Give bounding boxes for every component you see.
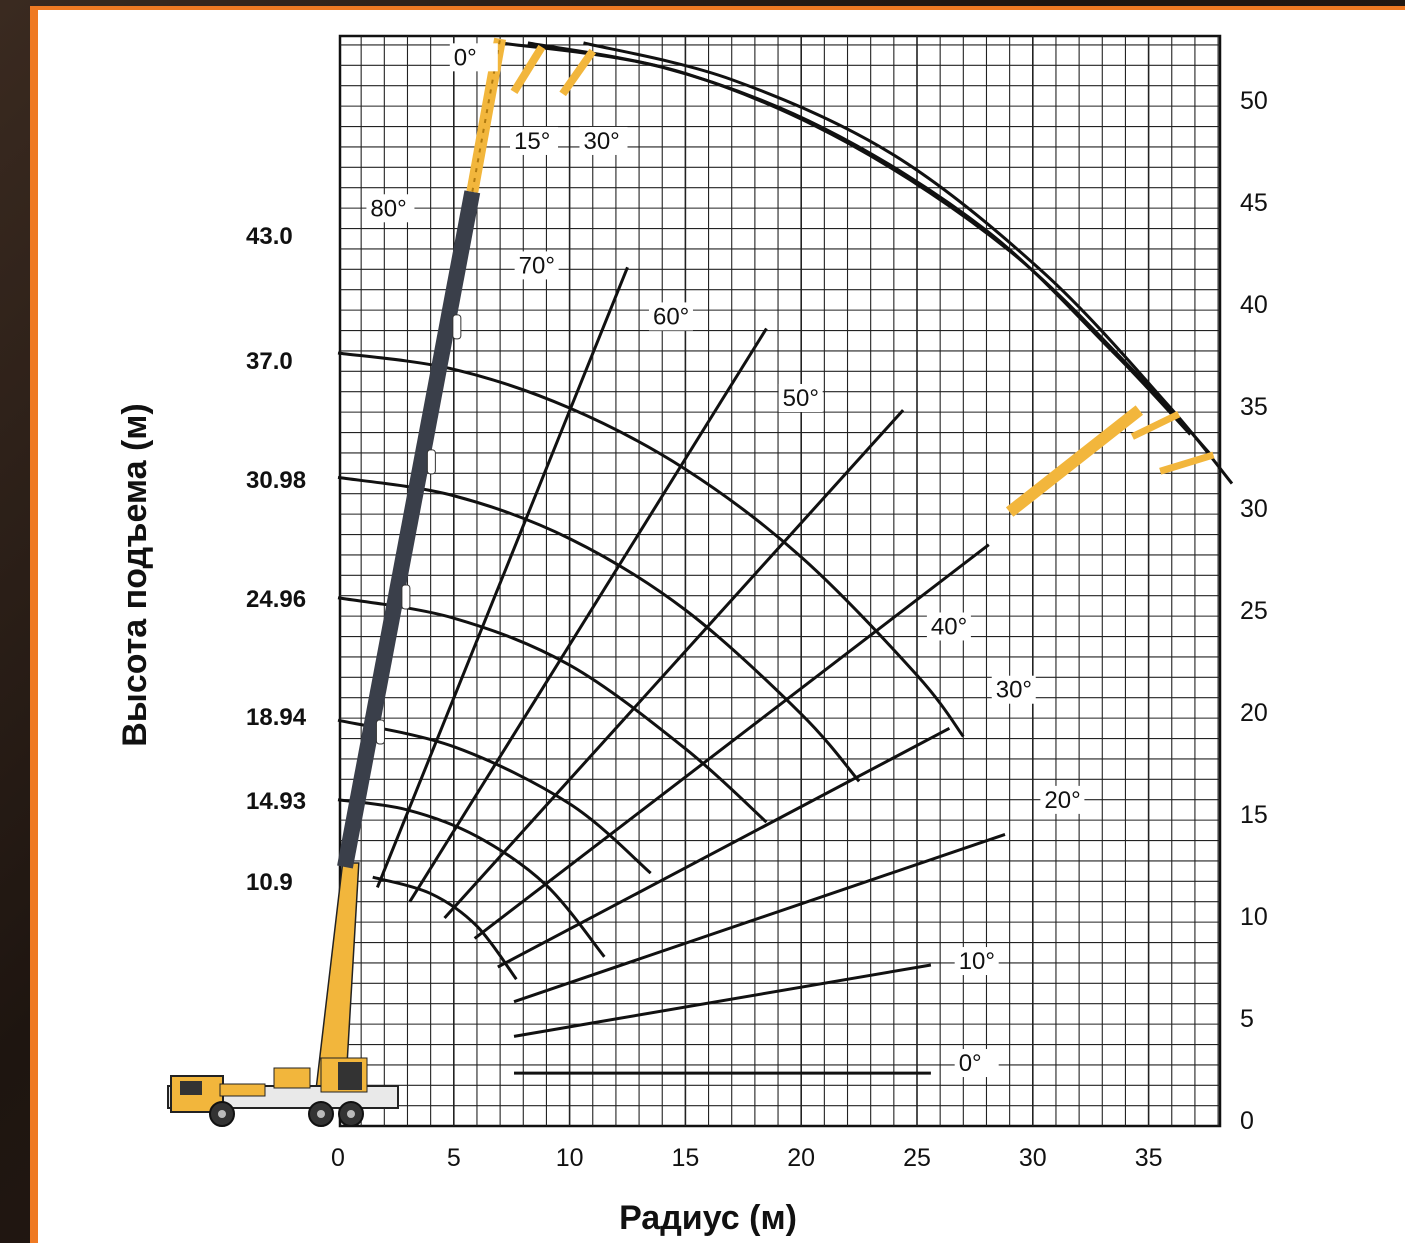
truck-body <box>219 1083 266 1097</box>
angle-ray <box>473 543 990 940</box>
jib-15-stub <box>510 44 546 94</box>
boom-pulley <box>375 719 385 745</box>
far-jib-0 <box>1005 405 1144 517</box>
angle-label-bg <box>926 612 971 641</box>
height-curves <box>337 351 965 981</box>
height-curve <box>337 596 768 824</box>
boom-length-label: 37.0 <box>246 348 293 375</box>
angle-rays <box>375 266 1006 1075</box>
far-jib-30 <box>1159 451 1215 475</box>
truck-wheel-hub <box>317 1110 325 1118</box>
x-tick-label: 20 <box>787 1144 815 1172</box>
y-tick-label: 35 <box>1240 393 1268 421</box>
height-curve <box>337 475 861 783</box>
x-tick-label: 0 <box>331 1144 345 1172</box>
angle-label-bg <box>954 947 999 976</box>
x-tick-label: 5 <box>447 1144 461 1172</box>
angle-label-bg <box>1040 785 1085 814</box>
jib-angle-label: 30° <box>583 128 619 155</box>
y-tick-label: 25 <box>1240 597 1268 625</box>
crane-load-chart: 0 5 10 15 20 25 30 35 0 5 10 15 20 25 30 35 40 45 50 43.0 37… <box>116 34 1268 1237</box>
chart-panel: 0 5 10 15 20 25 30 35 0 5 10 15 20 25 30 35 40 45 50 43.0 37… <box>30 6 1405 1243</box>
y-tick-label: 20 <box>1240 699 1268 727</box>
angle-label-bg <box>954 1049 999 1078</box>
boom-angle-label-bg <box>366 194 415 223</box>
y-axis-label: Высота подъема (м) <box>116 403 154 747</box>
angle-label: 0° <box>959 1050 982 1077</box>
jib-arc <box>499 41 1192 436</box>
x-tick-label: 15 <box>671 1144 699 1172</box>
angle-label: 60° <box>653 303 689 330</box>
boom-length-label: 18.94 <box>246 704 307 731</box>
grid <box>338 34 1222 1128</box>
boom-length-label: 43.0 <box>246 223 293 250</box>
truck-cabin-upper <box>273 1067 311 1089</box>
x-tick-label: 35 <box>1135 1144 1163 1172</box>
jib-angle-label-bg <box>449 43 498 72</box>
boom-length-label: 10.9 <box>246 869 293 896</box>
y-tick-label: 0 <box>1240 1107 1254 1135</box>
angle-label-bg <box>648 302 693 331</box>
angle-label: 30° <box>996 677 1032 704</box>
boom-pulley <box>401 584 411 610</box>
angle-label: 10° <box>959 948 995 975</box>
crane-truck <box>167 1057 399 1127</box>
height-curve <box>372 875 518 981</box>
jib-angle-label-bg <box>579 126 628 155</box>
jib-angle-label: 15° <box>514 128 550 155</box>
y-tick-label: 15 <box>1240 801 1268 829</box>
y-tick-label: 40 <box>1240 291 1268 319</box>
angle-ray <box>408 327 768 903</box>
boom-length-label: 24.96 <box>246 586 306 613</box>
y-tick-label: 50 <box>1240 87 1268 115</box>
x-tick-label: 10 <box>556 1144 584 1172</box>
jib-30-stub <box>559 48 597 97</box>
angle-label: 20° <box>1044 787 1080 814</box>
boom-pulley <box>452 314 462 340</box>
main-boom <box>337 190 481 869</box>
boom-length-label: 14.93 <box>246 788 306 815</box>
y-tick-label: 10 <box>1240 903 1268 931</box>
angle-ray <box>375 266 629 889</box>
chart-labels: 0 5 10 15 20 25 30 35 0 5 10 15 20 25 30 35 40 45 50 43.0 37… <box>246 43 1268 1172</box>
boom-pulley <box>426 449 436 475</box>
x-axis-label: Радиус (м) <box>619 1199 797 1237</box>
jib-arc <box>527 41 1213 456</box>
jib-arcs <box>499 41 1234 485</box>
angle-label: 70° <box>519 252 555 279</box>
y-tick-label: 45 <box>1240 189 1268 217</box>
truck-cab-window <box>180 1081 202 1095</box>
boom-angle-label: 80° <box>370 195 406 222</box>
truck-operator-cab <box>338 1062 362 1090</box>
angle-ray <box>497 726 951 969</box>
angle-label-bg <box>778 384 823 412</box>
grid-border <box>338 34 1222 1128</box>
height-curve <box>337 798 606 958</box>
x-tick-label: 30 <box>1019 1144 1047 1172</box>
x-tick-label: 25 <box>903 1144 931 1172</box>
boom-length-label: 30.98 <box>246 467 306 494</box>
jib-angle-label-bg <box>510 126 559 155</box>
height-curve <box>337 718 652 875</box>
truck-wheel-hub <box>218 1110 226 1118</box>
angle-label-bg <box>514 251 559 280</box>
truck-wheel-hub <box>347 1110 355 1118</box>
jib-arc <box>583 41 1234 485</box>
angle-label: 40° <box>931 613 967 640</box>
height-curve <box>337 351 965 738</box>
angle-ray <box>513 963 932 1038</box>
jib-angle-label: 0° <box>454 44 477 71</box>
angle-label: 50° <box>783 385 819 412</box>
y-tick-label: 5 <box>1240 1005 1254 1033</box>
angle-label-bg <box>991 675 1036 704</box>
crane-boom <box>313 37 1215 1101</box>
angle-ray <box>513 832 1006 1004</box>
y-tick-label: 30 <box>1240 495 1268 523</box>
far-jib-15 <box>1130 411 1181 440</box>
angle-ray <box>443 409 905 920</box>
